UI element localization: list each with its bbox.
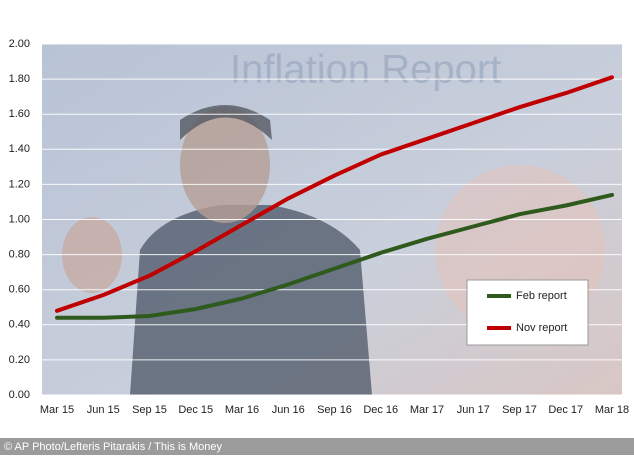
x-tick-label: Sep 17 [502, 404, 537, 416]
y-tick-label: 0.60 [9, 284, 30, 296]
photo-text: Inflation Report [230, 48, 501, 92]
x-tick-label: Sep 15 [132, 404, 167, 416]
x-tick-label: Dec 15 [178, 404, 213, 416]
y-tick-label: 1.40 [9, 143, 30, 155]
photo-person-suit [130, 205, 372, 395]
x-tick-label: Dec 16 [363, 404, 398, 416]
y-tick-label: 0.40 [9, 319, 30, 331]
x-tick-label: Jun 17 [457, 404, 490, 416]
photo-person-face [180, 107, 270, 223]
photo-credit: © AP Photo/Lefteris Pitarakis / This is … [4, 441, 223, 453]
x-tick-label: Mar 15 [40, 404, 74, 416]
legend-box [466, 279, 589, 346]
credit-bar [0, 438, 634, 455]
y-tick-label: 1.20 [9, 178, 30, 190]
x-tick-label: Jun 16 [272, 404, 305, 416]
y-tick-label: 2.00 [9, 38, 30, 50]
data-line [55, 75, 614, 313]
legend-label: Nov report [516, 322, 567, 334]
y-tick-label: 1.80 [9, 73, 30, 85]
x-tick-label: Dec 17 [548, 404, 583, 416]
y-tick-label: 1.00 [9, 213, 30, 225]
x-tick-label: Mar 18 [595, 404, 629, 416]
y-tick-label: 0.00 [9, 389, 30, 401]
lines [55, 75, 614, 320]
x-tick-label: Jun 15 [87, 404, 120, 416]
y-tick-label: 1.60 [9, 108, 30, 120]
y-tick-label: 0.20 [9, 354, 30, 366]
x-tick-label: Mar 16 [225, 404, 259, 416]
x-tick-label: Mar 17 [410, 404, 444, 416]
legend-label: Feb report [516, 290, 567, 302]
x-tick-label: Sep 16 [317, 404, 352, 416]
data-line [55, 192, 614, 320]
y-tick-label: 0.80 [9, 249, 30, 261]
